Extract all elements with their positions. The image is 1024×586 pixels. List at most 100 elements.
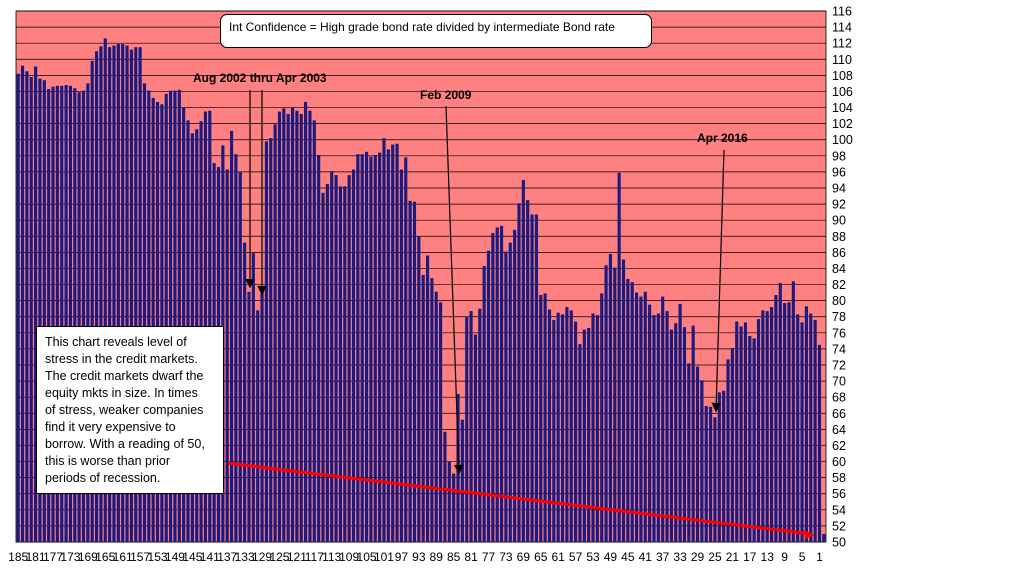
bar [238, 171, 242, 542]
annotation-label: Aug 2002 thru Apr 2003 [193, 71, 327, 85]
x-tick-label: 121 [287, 550, 307, 564]
bar [735, 321, 739, 542]
y-tick-label: 112 [832, 37, 852, 51]
note-line: periods of recession. [45, 471, 161, 485]
bar [665, 311, 669, 542]
bar [304, 101, 308, 542]
bar [147, 90, 151, 543]
x-tick-label: 77 [482, 550, 496, 564]
bar [251, 253, 255, 543]
y-tick-label: 100 [832, 133, 853, 147]
bar [417, 236, 421, 542]
bar [687, 363, 691, 542]
bar [347, 175, 351, 542]
y-tick-label: 70 [832, 375, 846, 389]
bar [704, 406, 708, 542]
bar [648, 304, 652, 542]
bar [491, 233, 495, 543]
x-tick-label: 177 [43, 550, 63, 564]
x-tick-label: 133 [235, 550, 255, 564]
x-tick-label: 65 [534, 550, 548, 564]
bar [521, 179, 525, 542]
bar [108, 47, 112, 542]
bar [626, 278, 630, 542]
bar [90, 60, 94, 542]
x-tick-label: 81 [464, 550, 478, 564]
y-tick-label: 110 [832, 53, 852, 67]
y-tick-label: 54 [832, 503, 846, 517]
x-tick-label: 37 [656, 550, 670, 564]
y-tick-label: 96 [832, 165, 846, 179]
y-tick-label: 116 [832, 5, 852, 19]
x-tick-label: 137 [217, 550, 237, 564]
bar [630, 282, 634, 542]
bar [408, 200, 412, 542]
x-tick-label: 157 [130, 550, 150, 564]
bar [308, 110, 312, 542]
x-tick-label: 101 [374, 550, 394, 564]
bar [822, 533, 826, 542]
bar [230, 130, 234, 542]
x-tick-label: 5 [799, 550, 806, 564]
bar [173, 90, 177, 543]
bar [587, 327, 591, 542]
bar [269, 138, 273, 542]
x-tick-label: 61 [551, 550, 565, 564]
bar [560, 314, 565, 542]
chart-title: Int Confidence = High grade bond rate di… [220, 14, 652, 48]
y-tick-label: 84 [832, 262, 846, 276]
x-tick-label: 73 [499, 550, 513, 564]
bar [160, 104, 164, 542]
bar [778, 282, 782, 542]
bar [103, 38, 107, 542]
bar [486, 250, 491, 542]
note-line: borrow. With a reading of 50, [45, 437, 205, 451]
bar [225, 169, 229, 542]
y-tick-label: 106 [832, 85, 853, 99]
bar [595, 315, 599, 542]
bar [661, 296, 665, 542]
bar [169, 90, 173, 543]
bar [674, 323, 678, 542]
bar [138, 47, 142, 542]
bar [142, 83, 147, 542]
bar [574, 321, 578, 542]
bar [360, 154, 364, 542]
bar [177, 89, 181, 542]
x-tick-label: 97 [395, 550, 409, 564]
y-tick-label: 68 [832, 391, 846, 405]
bar [112, 45, 116, 542]
bar [752, 338, 756, 542]
bar [60, 85, 64, 542]
bar [125, 45, 129, 542]
bar [116, 43, 120, 543]
bar [73, 88, 77, 543]
bar [164, 93, 168, 543]
x-tick-label: 45 [621, 550, 635, 564]
bar [425, 255, 430, 542]
bar [373, 155, 377, 542]
bar [34, 66, 38, 542]
bar [530, 214, 534, 543]
bar [321, 192, 325, 542]
y-tick-label: 60 [832, 455, 846, 469]
bar [260, 290, 264, 542]
bar [717, 392, 721, 542]
bar [256, 310, 260, 542]
bar [412, 201, 417, 542]
bar [29, 76, 33, 542]
y-tick-label: 108 [832, 69, 853, 83]
bar [282, 108, 286, 542]
bar [517, 203, 521, 543]
bar [713, 417, 717, 542]
bar [317, 155, 321, 542]
trend-line [227, 461, 811, 536]
bar [809, 313, 813, 542]
bar [608, 253, 613, 542]
bar [121, 43, 125, 543]
x-tick-label: 85 [447, 550, 461, 564]
note-line: equity mkts in size. In times [45, 386, 198, 400]
bar [343, 186, 347, 542]
annotation-arrow [445, 105, 464, 475]
